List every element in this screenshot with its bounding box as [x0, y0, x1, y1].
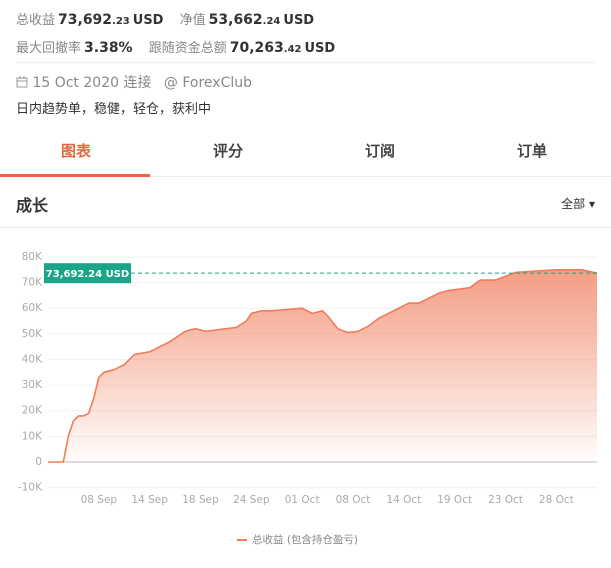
y-tick-label: -10K: [18, 482, 43, 494]
source: @ ForexClub: [163, 75, 253, 91]
x-tick-label: 28 Oct: [539, 494, 574, 506]
annotation-label: 73,692.24 USD: [46, 269, 129, 280]
y-tick-label: 80K: [22, 251, 43, 263]
tab[interactable]: 评分: [212, 142, 243, 160]
stats-row: 总收益 73,692.23 USD 净值 53,662.24 USD: [16, 9, 326, 28]
description: 日内趋势单，稳健，轻仓，获利中: [16, 102, 212, 117]
tab[interactable]: 订阅: [364, 142, 395, 160]
date: 15 Oct 2020 连接: [32, 75, 152, 91]
y-tick-label: 30K: [22, 379, 43, 391]
stat-unit: USD: [283, 13, 315, 28]
y-tick-label: 20K: [22, 405, 43, 417]
stat-value: 3.38%: [84, 40, 133, 56]
stat-label: 最大回撤率: [16, 41, 82, 56]
x-tick-label: 14 Sep: [131, 494, 168, 506]
y-tick-label: 50K: [22, 328, 43, 340]
legend-label: 总收益 (包含持仓盈亏): [252, 533, 358, 546]
x-tick-label: 19 Oct: [437, 494, 472, 506]
divider: [0, 176, 611, 177]
active-tab-indicator: [0, 174, 150, 177]
stats-row: 最大回撤率 3.38% 跟随资金总额 70,263.42 USD: [16, 37, 347, 56]
tab[interactable]: 图表: [60, 142, 91, 160]
divider: [0, 227, 611, 228]
divider: [16, 62, 596, 63]
info-row: 15 Oct 2020 连接 @ ForexClub: [16, 72, 252, 92]
line: [48, 269, 598, 463]
x-tick-label: 24 Sep: [233, 494, 270, 506]
stat-unit: USD: [132, 13, 164, 28]
x-tick-label: 18 Sep: [182, 494, 219, 506]
tab[interactable]: 订单: [516, 142, 547, 160]
filter-label: 全部: [561, 197, 586, 211]
x-tick-label: 08 Sep: [81, 494, 118, 506]
filter-dropdown[interactable]: 全部 ▾: [561, 197, 595, 211]
stat-label: 净值: [179, 13, 206, 28]
stat-label: 跟随资金总额: [148, 41, 227, 56]
stat-unit: USD: [304, 41, 336, 56]
chart: -10K 0 10K 20K 30K 40K 50K 60K 70K 80K 08 Sep 14 Se…: [18, 251, 598, 546]
y-tick-label: 60K: [22, 302, 43, 314]
x-tick-label: 08 Oct: [336, 494, 371, 506]
stat-value: 70,263: [229, 40, 284, 56]
stat-label: 总收益: [16, 13, 56, 28]
y-tick-label: 0: [35, 456, 42, 468]
x-tick-label: 01 Oct: [285, 494, 320, 506]
calendar-icon: [16, 76, 28, 88]
section-title: 成长: [16, 196, 49, 215]
x-tick-label: 14 Oct: [386, 494, 421, 506]
area: [48, 269, 597, 462]
stat-decimal: .42: [283, 44, 302, 55]
y-tick-label: 10K: [22, 430, 43, 442]
y-tick-label: 40K: [22, 353, 43, 365]
annotation-box: [44, 263, 131, 284]
stat-value: 73,692: [58, 12, 113, 28]
x-tick-label: 23 Oct: [488, 494, 523, 506]
y-tick-label: 70K: [22, 277, 43, 289]
stat-decimal: .24: [262, 16, 281, 27]
stat-value: 53,662: [208, 12, 263, 28]
stat-decimal: .23: [112, 16, 130, 27]
